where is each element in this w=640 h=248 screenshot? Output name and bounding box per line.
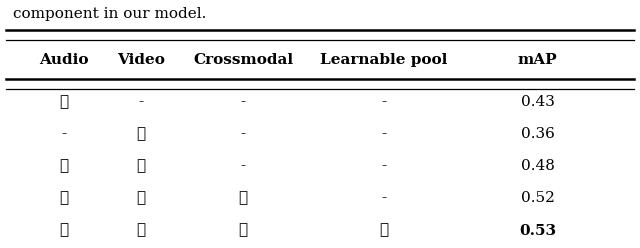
Text: ✓: ✓ bbox=[136, 127, 145, 141]
Text: ✓: ✓ bbox=[60, 224, 68, 238]
Text: Video: Video bbox=[117, 53, 164, 66]
Text: ✓: ✓ bbox=[60, 95, 68, 109]
Text: 0.48: 0.48 bbox=[521, 159, 554, 173]
Text: ✓: ✓ bbox=[380, 224, 388, 238]
Text: -: - bbox=[241, 127, 246, 141]
Text: ✓: ✓ bbox=[136, 191, 145, 205]
Text: 0.43: 0.43 bbox=[521, 95, 554, 109]
Text: -: - bbox=[381, 127, 387, 141]
Text: -: - bbox=[381, 159, 387, 173]
Text: -: - bbox=[381, 95, 387, 109]
Text: -: - bbox=[241, 95, 246, 109]
Text: ✓: ✓ bbox=[60, 159, 68, 173]
Text: ✓: ✓ bbox=[136, 159, 145, 173]
Text: mAP: mAP bbox=[518, 53, 557, 66]
Text: 0.52: 0.52 bbox=[521, 191, 554, 205]
Text: 0.36: 0.36 bbox=[521, 127, 554, 141]
Text: ✓: ✓ bbox=[60, 191, 68, 205]
Text: ✓: ✓ bbox=[239, 191, 248, 205]
Text: Audio: Audio bbox=[39, 53, 89, 66]
Text: -: - bbox=[138, 95, 143, 109]
Text: ✓: ✓ bbox=[239, 224, 248, 238]
Text: ✓: ✓ bbox=[136, 224, 145, 238]
Text: -: - bbox=[61, 127, 67, 141]
Text: Learnable pool: Learnable pool bbox=[320, 53, 448, 66]
Text: Crossmodal: Crossmodal bbox=[193, 53, 293, 66]
Text: 0.53: 0.53 bbox=[519, 224, 556, 238]
Text: component in our model.: component in our model. bbox=[13, 7, 206, 21]
Text: -: - bbox=[241, 159, 246, 173]
Text: -: - bbox=[381, 191, 387, 205]
